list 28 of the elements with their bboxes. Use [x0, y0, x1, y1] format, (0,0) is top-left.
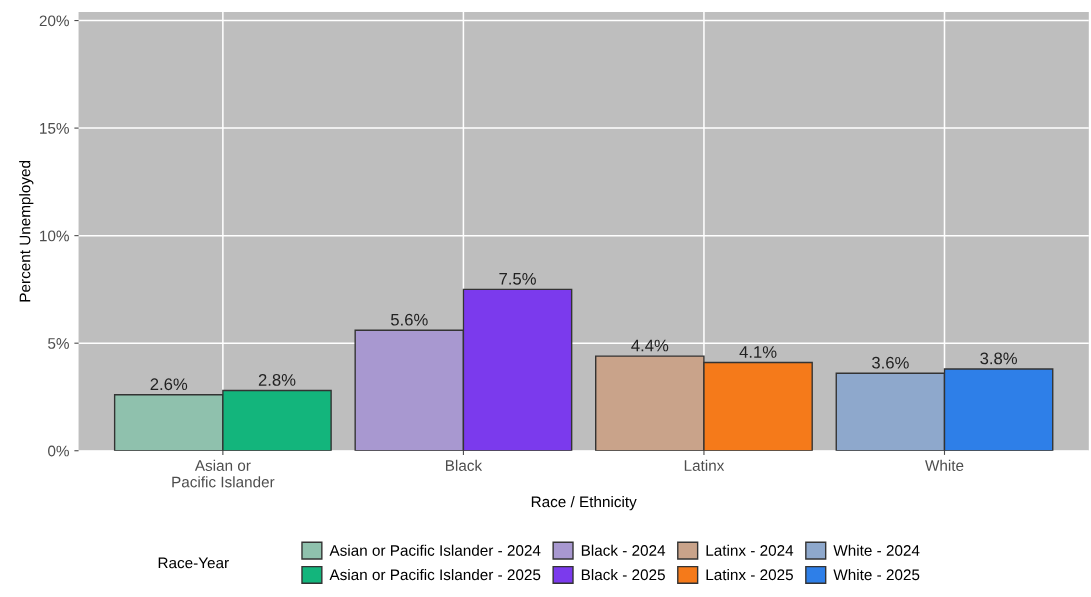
- x-tick-label: Asian or Pacific Islander: [172, 459, 275, 488]
- data-label: 5.6%: [390, 313, 428, 326]
- x-axis-title: Race / Ethnicity: [531, 496, 637, 511]
- data-label: 2.8%: [258, 374, 296, 386]
- data-label: 4.1%: [739, 346, 777, 358]
- data-label: 7.5%: [499, 273, 536, 285]
- y-tick-label: 0%: [48, 445, 69, 457]
- legend-label: Asian or Pacific Islander - 2025: [329, 568, 541, 581]
- legend-label: Latinx - 2024: [706, 544, 794, 556]
- y-axis-title: Percent Unemployed: [19, 160, 34, 302]
- data-label: 3.6%: [872, 356, 909, 369]
- legend-label: Asian or Pacific Islander - 2024: [329, 544, 541, 556]
- x-tick-label: White: [925, 459, 964, 471]
- data-label: 4.4%: [631, 339, 669, 352]
- x-tick-label: Latinx: [684, 459, 725, 471]
- y-tick-label: 5%: [48, 338, 69, 349]
- x-tick-label: Black: [445, 459, 483, 471]
- y-tick-label: 15%: [40, 123, 69, 134]
- y-tick-label: 20%: [39, 15, 69, 27]
- data-label: 3.8%: [980, 352, 1018, 365]
- legend-label: White - 2024: [833, 544, 920, 556]
- legend-title: Race-Year: [158, 557, 229, 569]
- data-label: 2.6%: [150, 378, 188, 391]
- legend-label: White - 2025: [833, 568, 920, 581]
- legend-label: Black - 2025: [581, 568, 665, 581]
- legend-label: Latinx - 2025: [706, 568, 793, 581]
- legend-label: Black - 2024: [581, 544, 666, 556]
- y-tick-label: 10%: [40, 230, 69, 242]
